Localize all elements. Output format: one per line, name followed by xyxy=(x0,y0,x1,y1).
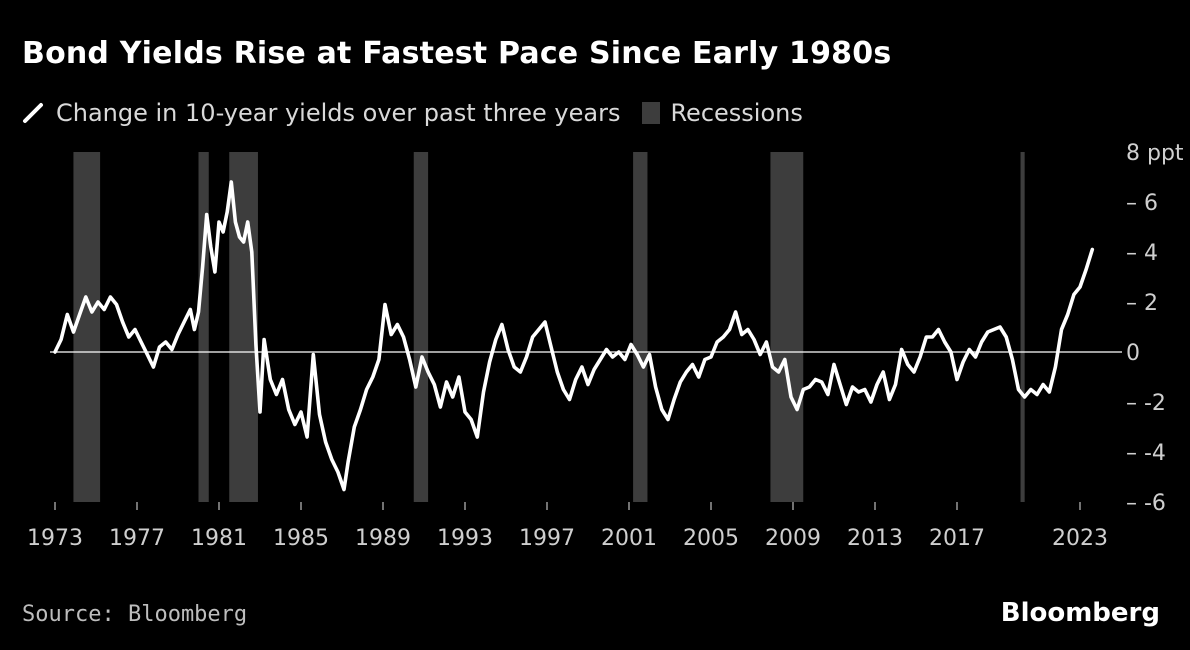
x-tick-label: 1981 xyxy=(191,526,247,551)
series-line-10y-yield-change xyxy=(53,180,1095,492)
y-tick-label: – -4 xyxy=(1126,441,1166,466)
y-tick-label: – 4 xyxy=(1126,241,1158,266)
x-tick-label: 1993 xyxy=(437,526,493,551)
chart-title: Bond Yields Rise at Fastest Pace Since E… xyxy=(22,36,892,71)
bloomberg-logo: Bloomberg xyxy=(1000,598,1160,628)
x-tick-label: 1977 xyxy=(109,526,165,551)
x-tick-label: 2013 xyxy=(847,526,903,551)
recession-band-4 xyxy=(413,152,429,502)
x-tick-label: 2005 xyxy=(683,526,739,551)
x-tick-label: 1985 xyxy=(273,526,329,551)
recession-band-1 xyxy=(73,152,101,502)
x-tick-label: 2009 xyxy=(765,526,821,551)
recession-band-7 xyxy=(1020,152,1025,502)
y-tick-label: – 6 xyxy=(1126,191,1158,216)
y-tick-label: – -6 xyxy=(1126,491,1166,516)
y-tick-label: 8 ppt xyxy=(1126,141,1184,166)
x-tick-label: 1997 xyxy=(519,526,575,551)
y-tick-label: 0 xyxy=(1126,341,1140,366)
chart-area: – -6 – -4 – -2 0 – 2 – 4 – 6 8 ppt 1973 1977 1981 1… xyxy=(27,141,1184,551)
legend-recession-swatch xyxy=(642,102,661,124)
legend-line-icon xyxy=(23,103,43,123)
recession-band-2 xyxy=(198,152,209,502)
legend-recession-label: Recessions xyxy=(670,99,803,127)
x-tick-label: 2017 xyxy=(929,526,985,551)
legend-line-label: Change in 10-year yields over past three… xyxy=(56,99,621,127)
y-tick-label: – -2 xyxy=(1126,391,1166,416)
x-tick-label: 1989 xyxy=(355,526,411,551)
recession-band-6 xyxy=(770,152,804,502)
x-tick-label: 2023 xyxy=(1052,526,1108,551)
x-tick-label: 1973 xyxy=(27,526,83,551)
source-note: Source: Bloomberg xyxy=(22,602,248,627)
legend: Change in 10-year yields over past three… xyxy=(22,98,803,128)
y-tick-label: – 2 xyxy=(1126,291,1158,316)
recession-band-5 xyxy=(633,152,648,502)
x-tick-label: 2001 xyxy=(601,526,657,551)
